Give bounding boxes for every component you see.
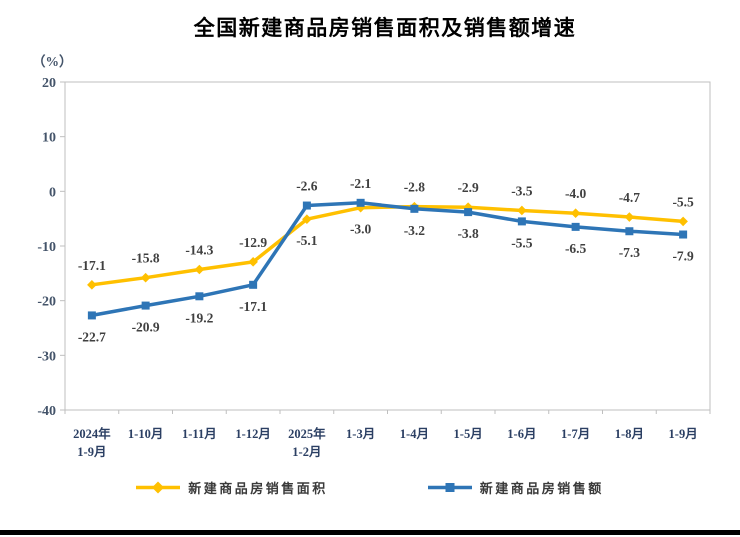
data-label: -22.7 (78, 329, 106, 344)
y-axis-tick-label: 10 (42, 131, 56, 146)
y-axis-unit-label: （%） (32, 54, 73, 69)
series-line-0 (90, 204, 685, 287)
y-axis-tick-label: 20 (42, 76, 56, 91)
chart-title: 全国新建商品房销售面积及销售额增速 (193, 17, 577, 40)
data-point-marker (194, 264, 205, 275)
data-point-marker (517, 205, 527, 216)
x-axis-category-label: 1-7月 (561, 427, 590, 441)
sales-amount-line-square-icon (427, 483, 472, 492)
x-axis-category-label: 1-8月 (615, 427, 644, 441)
y-axis-tick-label: 0 (49, 185, 56, 200)
data-point-marker (678, 216, 688, 227)
data-point-marker (87, 311, 96, 320)
x-axis-category-label: 1-10月 (128, 427, 163, 441)
x-axis-category-label: 2024年 (73, 426, 111, 441)
legend-item-sales-amount: 新建商品房销售额 (427, 478, 604, 497)
data-point-marker (302, 201, 311, 210)
legend-label-sales-amount: 新建商品房销售额 (479, 481, 604, 496)
data-label: -5.1 (296, 233, 318, 248)
x-axis-category-label: 1-12月 (235, 427, 270, 441)
data-point-marker (249, 280, 258, 289)
data-point-marker (570, 208, 581, 218)
data-label: -17.1 (78, 258, 106, 273)
plot-border (64, 81, 711, 411)
x-axis-category-label: 1-6月 (507, 427, 536, 441)
data-point-marker (517, 217, 526, 226)
data-label: -2.9 (457, 180, 479, 195)
data-label: -6.5 (565, 241, 587, 256)
legend-item-sales-area: 新建商品房销售面积 (136, 478, 328, 497)
data-point-marker (679, 230, 688, 239)
data-label: -7.9 (672, 249, 694, 264)
data-label: -19.2 (185, 310, 213, 325)
data-point-marker (356, 198, 365, 207)
data-label: -14.3 (185, 243, 213, 258)
legend-label-sales-area: 新建商品房销售面积 (188, 481, 328, 496)
data-label: -4.7 (619, 190, 641, 205)
chart-legend: 新建商品房销售面积 新建商品房销售额 (0, 478, 740, 497)
data-point-marker (571, 222, 580, 231)
data-label: -20.9 (132, 320, 160, 335)
x-axis-category-label: 1-4月 (400, 427, 429, 441)
data-label: -3.5 (511, 183, 533, 198)
data-label: -12.9 (239, 235, 267, 250)
data-point-marker (87, 280, 97, 290)
y-axis-tick-label: -20 (37, 295, 56, 310)
y-axis-tick-label: -10 (37, 240, 56, 255)
data-label: -2.8 (404, 180, 426, 195)
x-axis-category-label: 1-5月 (454, 427, 483, 441)
x-axis-category-label: 1-9月 (669, 427, 698, 441)
x-axis-category-label: 1-9月 (77, 445, 106, 459)
data-point-marker (140, 272, 151, 283)
y-axis-tick-label: -30 (37, 349, 56, 364)
data-label: -3.2 (404, 223, 426, 238)
data-point-marker (625, 227, 634, 236)
data-label: -5.5 (672, 194, 694, 209)
data-point-marker (464, 208, 473, 217)
x-axis-category-label: 1-3月 (346, 427, 375, 441)
x-axis-category-label: 1-11月 (182, 427, 217, 441)
data-point-marker (248, 257, 258, 267)
data-label: -7.3 (619, 245, 641, 260)
x-axis-category-label: 1-2月 (292, 445, 321, 459)
data-label: -2.6 (296, 179, 318, 194)
data-label: -15.8 (132, 251, 160, 266)
data-point-marker (463, 202, 473, 212)
data-label: -3.0 (350, 222, 372, 237)
y-axis-tick-label: -40 (37, 404, 56, 419)
data-label: -17.1 (239, 299, 267, 314)
x-axis-category-label: 2025年 (288, 426, 326, 441)
series-line-1 (90, 201, 685, 318)
data-point-marker (410, 204, 419, 213)
data-label: -2.1 (350, 176, 372, 191)
data-point-marker (141, 301, 150, 310)
page-divider (0, 530, 740, 535)
sales-area-line-diamond-icon (136, 481, 181, 494)
data-label: -5.5 (511, 235, 533, 250)
data-point-marker (624, 212, 635, 222)
data-point-marker (195, 292, 204, 301)
data-label: -4.0 (565, 186, 587, 201)
data-point-marker (302, 214, 312, 225)
data-label: -3.8 (457, 226, 479, 241)
